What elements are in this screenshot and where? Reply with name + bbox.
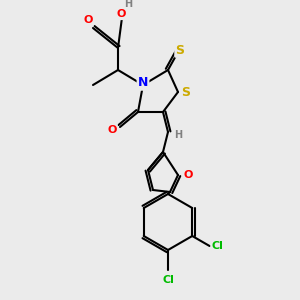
Text: S: S [182,85,190,98]
Text: N: N [138,76,148,89]
Text: S: S [176,44,184,56]
Text: O: O [83,15,93,25]
Text: Cl: Cl [162,275,174,285]
Text: H: H [124,0,132,9]
Text: O: O [116,9,126,19]
Text: O: O [183,170,193,180]
Text: H: H [174,130,182,140]
Text: Cl: Cl [212,241,224,251]
Text: O: O [107,125,117,135]
